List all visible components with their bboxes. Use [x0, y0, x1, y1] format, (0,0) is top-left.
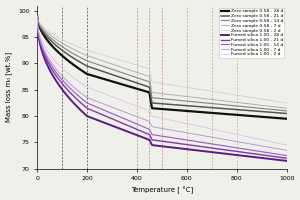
- Y-axis label: Mass loss m₀ [wt.%]: Mass loss m₀ [wt.%]: [6, 52, 12, 122]
- Legend: Zero sample 0.58 - 28 d, Zero sample 0.58 - 21 d, Zero sample 0.58 - 14 d, Zero : Zero sample 0.58 - 28 d, Zero sample 0.5…: [219, 8, 284, 58]
- X-axis label: Temperature [ °C]: Temperature [ °C]: [131, 187, 193, 194]
